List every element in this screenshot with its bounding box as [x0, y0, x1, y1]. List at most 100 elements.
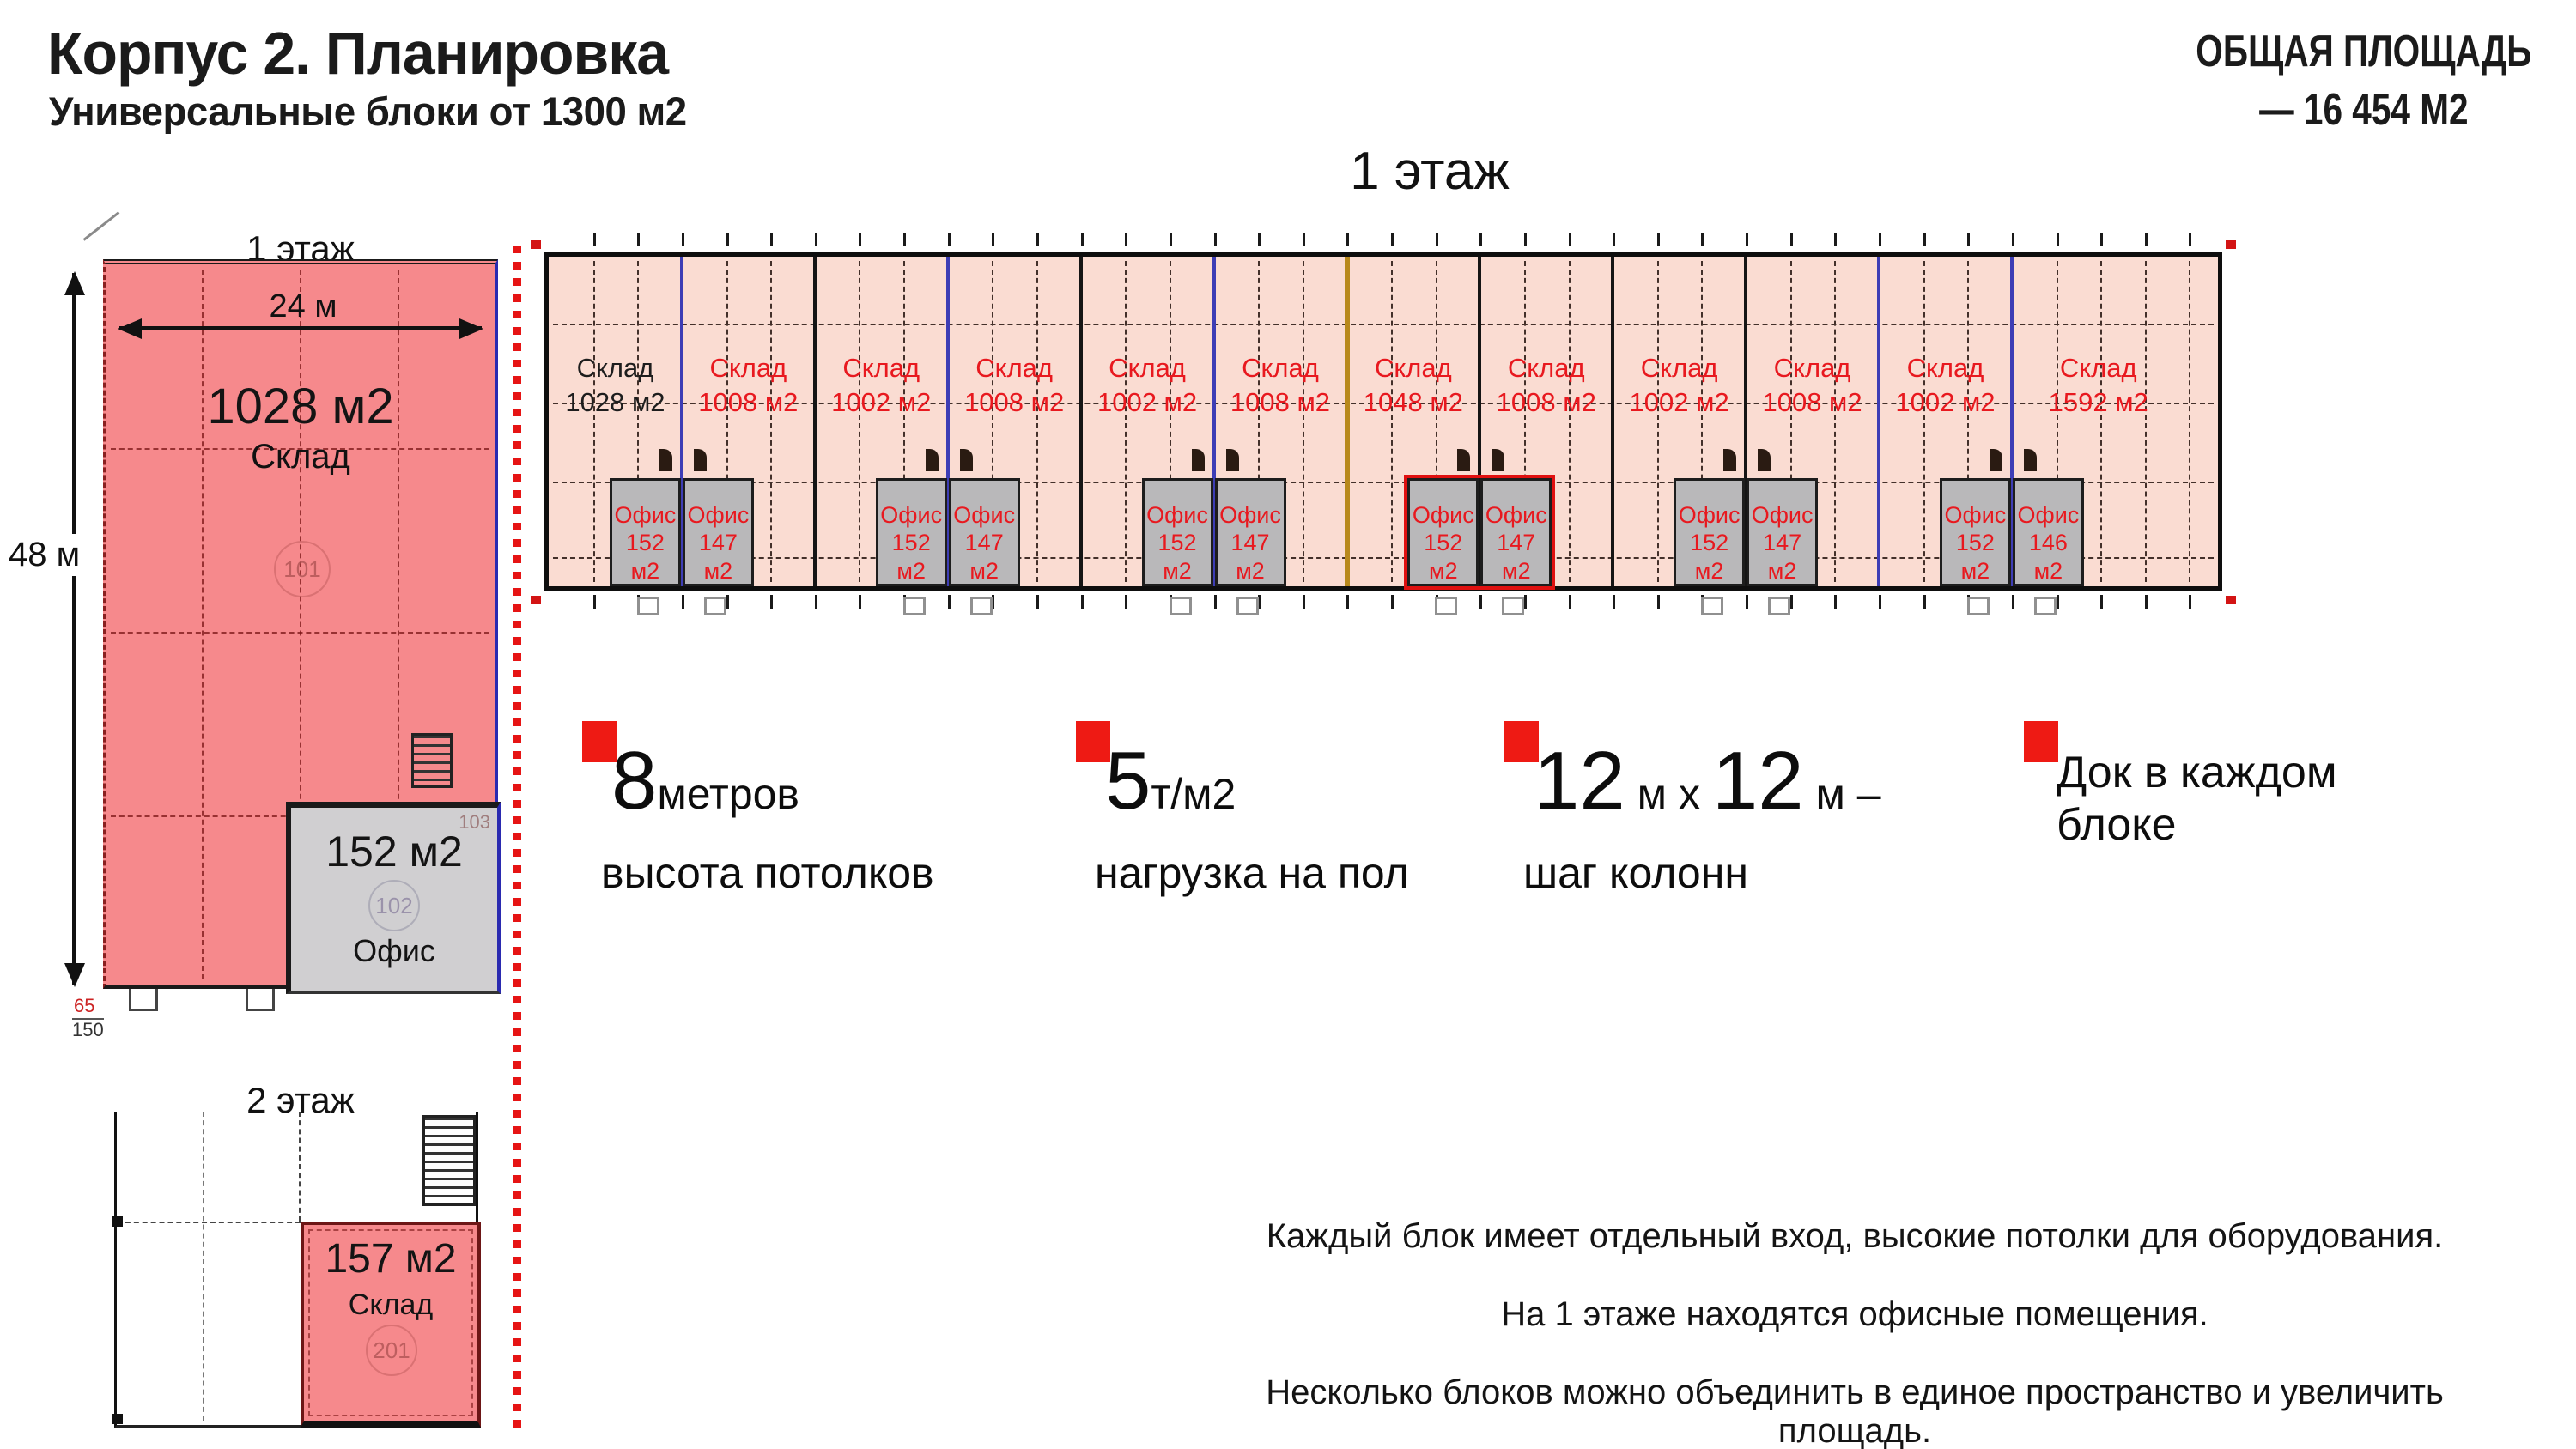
column-tick: [992, 595, 995, 609]
office-cell-area: 147 м2: [1230, 530, 1270, 584]
feature-unit: т/м2: [1151, 770, 1236, 818]
block-divider: [679, 257, 683, 586]
office-pair: Офис 152 м2 Офис 147 м2: [1404, 449, 1556, 590]
main-plan-title: 1 этаж: [1350, 142, 1510, 201]
red-square-bullet-icon: [2024, 721, 2058, 762]
survey-mark: [531, 596, 541, 604]
warehouse-block-area: 1002 м2: [831, 387, 932, 418]
warehouse-block-name: Склад: [1109, 353, 1186, 383]
grid-line: [2056, 261, 2058, 582]
main-plan-building: Склад 1028 м2 Склад 1008 м2 Склад 1002 м2 Скла…: [544, 233, 2222, 615]
column-tick: [2144, 233, 2148, 246]
door-icon: [1723, 449, 1737, 471]
warehouse-block-area: 1592 м2: [2048, 387, 2148, 418]
office-cell-area: 147 м2: [1763, 530, 1802, 584]
grid-line: [992, 261, 994, 582]
office-pair: Офис 152 м2 Офис 147 м2: [875, 449, 1020, 586]
feature-dock-line2: блоке: [2057, 800, 2177, 851]
office-cell-area: 152 м2: [1955, 530, 1995, 584]
door-notch: [246, 989, 275, 1011]
office-cell: Офис 147 м2: [682, 478, 754, 586]
warehouse-block-name: Склад: [1906, 353, 1984, 383]
grid-line: [2189, 261, 2191, 582]
column-tick: [681, 233, 684, 246]
width-dimension-label: 24 м: [269, 288, 337, 324]
dock-door-icon: [636, 597, 659, 615]
warehouse-block-area: 1002 м2: [1629, 387, 1729, 418]
block-divider: [812, 257, 817, 586]
column-tick: [1346, 233, 1350, 246]
column-tick: [1479, 233, 1483, 246]
column-tick: [1613, 595, 1616, 609]
warehouse-block-name: Склад: [1773, 353, 1851, 383]
grid-line: [1789, 261, 1792, 582]
warehouse-block-name: Склад: [1640, 353, 1718, 383]
office-cell: Офис 147 м2: [1480, 478, 1552, 586]
office-cell-area: 152 м2: [1690, 530, 1729, 584]
office-area: 152 м2: [325, 828, 463, 876]
height-dimension-label: 48 м: [9, 534, 81, 576]
grid-line: [726, 261, 728, 582]
warehouse-block-area: 1028 м2: [565, 387, 665, 418]
door-icon: [1457, 449, 1471, 471]
feature-ceiling-height: 8метров высота потолков: [582, 721, 1063, 910]
grid-line: [1258, 261, 1261, 582]
office-cell-area: 152 м2: [891, 530, 931, 584]
column-tick: [2144, 595, 2148, 609]
feature-caption: шаг колонн: [1523, 849, 1748, 897]
column-tick: [637, 233, 641, 246]
office-cell: Офис 152 м2: [875, 478, 947, 586]
block-inner-dash: [308, 1229, 473, 1416]
grid-line: [1656, 261, 1659, 582]
warehouse-block-area: 1008 м2: [964, 387, 1065, 418]
warehouse-block-area: 1002 м2: [1895, 387, 1996, 418]
grid-line: [111, 448, 489, 450]
column-tick: [1080, 233, 1084, 246]
door-icon: [1191, 449, 1205, 471]
grid-line: [1169, 261, 1171, 582]
door-icon: [925, 449, 939, 471]
column-tick: [2056, 595, 2059, 609]
total-area-value: — 16 454 М2: [2258, 85, 2469, 135]
column-tick: [814, 595, 817, 609]
office-cell: Офис 146 м2: [2012, 478, 2084, 586]
column-tick: [2011, 233, 2014, 246]
dock-door-icon: [703, 597, 726, 615]
warehouse-block-label: Склад 1002 м2: [1097, 351, 1197, 421]
column-tick: [1656, 595, 1660, 609]
warehouse-block-name: Склад: [1507, 353, 1585, 383]
warehouse-block-name: Склад: [975, 353, 1053, 383]
door-icon: [1989, 449, 2002, 471]
warehouse-block-area: 1002 м2: [1097, 387, 1198, 418]
warehouse-room-number: 101: [274, 541, 331, 597]
column-tick: [1834, 233, 1838, 246]
stairs-icon: [411, 733, 453, 788]
column-tick: [726, 233, 729, 246]
warehouse-block-label: Склад 1002 м2: [831, 351, 931, 421]
grid-line: [770, 261, 773, 582]
grid-line: [859, 261, 861, 582]
warehouse-block-name: Склад: [2059, 353, 2137, 383]
office-cell: Офис 152 м2: [1407, 478, 1479, 586]
column-tick: [1169, 233, 1172, 246]
office-cell-area: 147 м2: [1497, 530, 1536, 584]
warehouse-area: 1028 м2: [207, 379, 394, 434]
wall-node: [112, 1216, 123, 1227]
door-icon: [959, 449, 973, 471]
floor2-block-area: 157 м2: [325, 1236, 457, 1282]
warehouse-block-label: Склад 1008 м2: [964, 351, 1064, 421]
office-cell-name: Офис: [1678, 502, 1741, 528]
column-tick: [1789, 595, 1793, 609]
column-tick: [1479, 595, 1483, 609]
office-cell: Офис 147 м2: [1214, 478, 1286, 586]
grid-line: [1967, 261, 1970, 582]
column-tick: [1258, 595, 1261, 609]
grid-line: [1701, 261, 1704, 582]
office-cell: Офис 152 м2: [1141, 478, 1213, 586]
grid-line: [1036, 261, 1038, 582]
column-tick: [1346, 595, 1350, 609]
grid-line: [202, 270, 204, 979]
warehouse-block-label: Склад 1592 м2: [2049, 351, 2148, 421]
column-tick: [1523, 233, 1527, 246]
grid-line: [1125, 261, 1127, 582]
